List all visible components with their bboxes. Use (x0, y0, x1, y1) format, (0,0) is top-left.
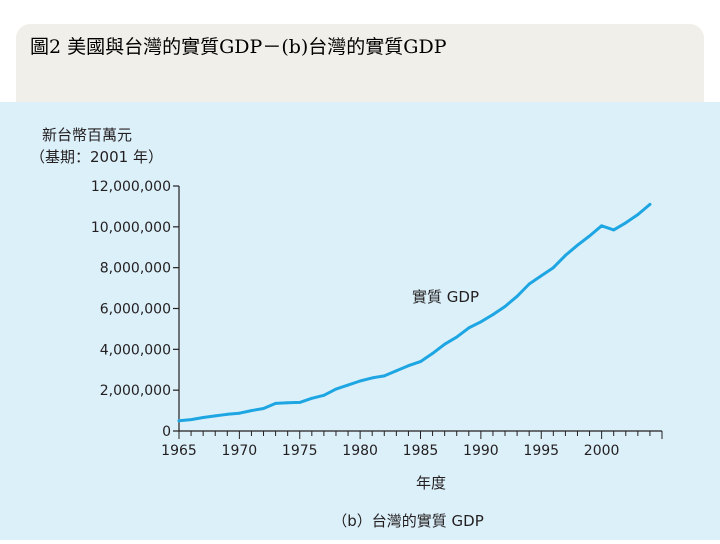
x-tick-label: 1965 (161, 443, 197, 459)
y-tick-label: 12,000,000 (91, 179, 171, 195)
data-point (431, 352, 434, 355)
y-tick-label: 4,000,000 (100, 342, 171, 358)
data-point (624, 221, 628, 225)
y-tick-label: 0 (162, 424, 171, 440)
data-point (358, 379, 362, 383)
y-tick-label: 10,000,000 (91, 220, 171, 236)
figure-caption: （b）台灣的實質 GDP (332, 512, 484, 530)
y-axis-label-unit: 新台幣百萬元 (42, 126, 132, 144)
chart-series (177, 202, 652, 423)
figure-panel: 新台幣百萬元 （基期：2001 年） 0 2,000,000 4,000,000 6,… (0, 102, 720, 540)
data-point (225, 412, 229, 416)
data-point (250, 409, 253, 412)
data-point (177, 419, 181, 423)
slide-title: 圖2 美國與台灣的實質GDP－(b)台灣的實質GDP (30, 36, 447, 58)
data-point (201, 416, 205, 419)
data-point (189, 418, 193, 421)
data-point (588, 234, 591, 238)
data-point (382, 374, 386, 378)
x-tick-label: 1970 (222, 443, 258, 459)
slide-header: 圖2 美國與台灣的實質GDP－(b)台灣的實質GDP (0, 0, 720, 102)
data-point (310, 396, 314, 400)
data-point (322, 393, 326, 397)
data-point (648, 203, 652, 206)
data-point (479, 320, 483, 324)
chart-axes (178, 186, 662, 432)
data-point (298, 401, 302, 404)
gdp-line-chart: 新台幣百萬元 （基期：2001 年） 0 2,000,000 4,000,000 6,… (30, 126, 663, 530)
data-point (600, 224, 603, 228)
y-tick-label: 6,000,000 (100, 302, 171, 318)
series-annotation: 實質 GDP (412, 288, 479, 306)
data-point (636, 213, 640, 216)
data-point (467, 326, 471, 330)
data-point (551, 266, 555, 270)
data-point (334, 387, 338, 391)
data-point (491, 313, 495, 316)
data-point (262, 407, 265, 410)
x-tick-label: 1995 (523, 443, 559, 459)
data-point (564, 254, 567, 257)
data-point (576, 243, 579, 247)
data-point (527, 282, 531, 286)
x-axis-label: 年度 (416, 474, 446, 492)
data-point (539, 274, 543, 278)
y-tick-label: 2,000,000 (100, 383, 171, 399)
x-tick-label: 1980 (342, 443, 378, 459)
y-axis-label-base-year: （基期：2001 年） (30, 148, 163, 166)
y-tick-label: 8,000,000 (100, 261, 171, 277)
x-tick-label: 1975 (282, 443, 318, 459)
data-point (443, 342, 447, 346)
title-band (16, 24, 704, 102)
data-point (612, 228, 616, 232)
data-point (274, 402, 277, 405)
x-axis-ticks: 1965 1970 1975 1980 1985 1990 1995 2000 (161, 431, 663, 459)
data-point (238, 411, 241, 415)
data-point (419, 360, 422, 363)
data-point (370, 376, 374, 380)
data-point (407, 364, 410, 368)
x-tick-label: 1985 (403, 443, 439, 459)
data-point (346, 383, 350, 387)
series-line-real-gdp (177, 202, 652, 423)
data-point (515, 294, 519, 298)
data-point (455, 335, 459, 339)
x-tick-label: 1990 (463, 443, 499, 459)
data-point (286, 401, 290, 405)
y-axis-ticks: 0 2,000,000 4,000,000 6,000,000 8,000,000 10,… (91, 179, 179, 440)
data-point (503, 305, 507, 308)
data-point (395, 369, 398, 373)
data-point (213, 414, 217, 418)
x-tick-label: 2000 (584, 443, 620, 459)
